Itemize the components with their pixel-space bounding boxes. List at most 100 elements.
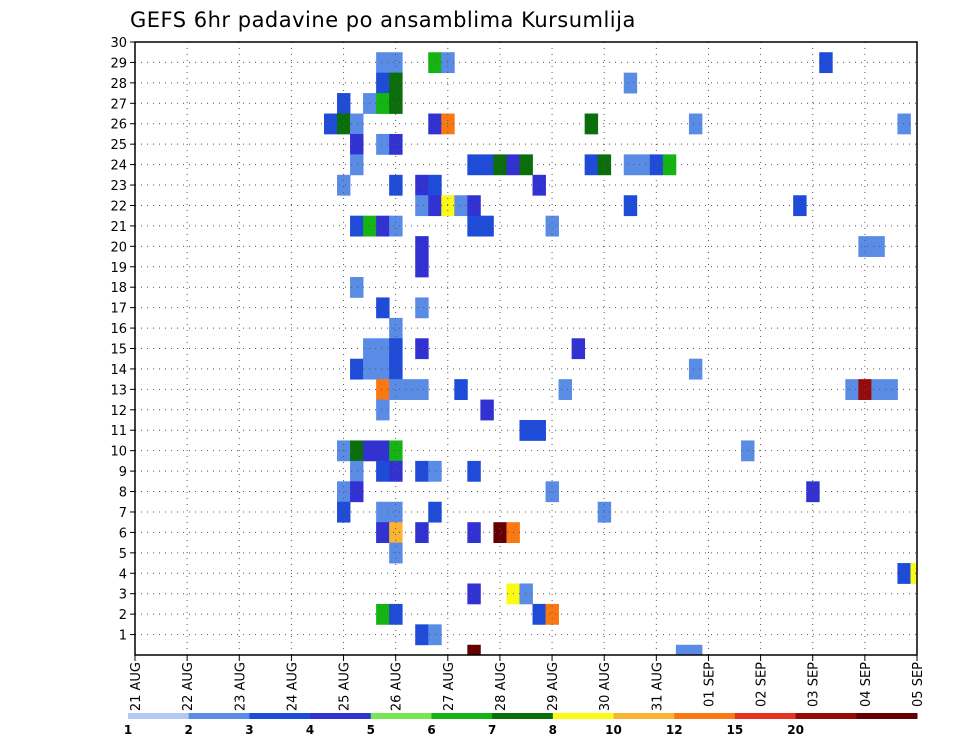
y-tick-label: 26 xyxy=(110,118,127,133)
heatmap-cell xyxy=(428,501,442,523)
heatmap-cell xyxy=(519,583,533,605)
heatmap-cell xyxy=(571,338,586,360)
x-tick-label: 28 AUG xyxy=(494,662,509,711)
x-tick-label: 30 AUG xyxy=(598,662,613,711)
heatmap-cell xyxy=(545,481,559,503)
heatmap-cell xyxy=(532,603,546,625)
heatmap-cell xyxy=(389,93,403,114)
colorbar-label: 7 xyxy=(488,723,496,737)
colorbar-label: 15 xyxy=(727,723,744,737)
heatmap-cell xyxy=(376,501,390,523)
colorbar-swatch xyxy=(128,713,190,719)
colorbar-swatch xyxy=(795,713,857,719)
colorbar-swatch xyxy=(674,713,736,719)
x-tick-label: 27 AUG xyxy=(442,662,457,711)
heatmap-cell xyxy=(467,195,481,217)
y-tick-label: 3 xyxy=(119,588,127,603)
heatmap-cell xyxy=(415,460,429,482)
y-tick-label: 4 xyxy=(119,567,127,582)
y-tick-label: 29 xyxy=(110,56,127,71)
heatmap-cell xyxy=(493,154,507,176)
heatmap-cell xyxy=(428,113,442,135)
heatmap-cell xyxy=(806,481,820,503)
y-tick-label: 22 xyxy=(110,199,127,214)
x-tick-label: 31 AUG xyxy=(650,662,665,711)
colorbar-label: 8 xyxy=(549,723,557,737)
heatmap-cell xyxy=(376,297,390,319)
x-tick-label: 25 AUG xyxy=(338,662,353,711)
heatmap-cell xyxy=(480,154,494,176)
heatmap-cell xyxy=(389,215,403,237)
heatmap-cell xyxy=(558,379,573,400)
heatmap-cell xyxy=(376,522,390,544)
heatmap-cell xyxy=(350,215,364,237)
y-tick-label: 5 xyxy=(119,547,127,562)
heatmap-cell xyxy=(545,603,559,625)
heatmap-cell xyxy=(376,215,390,237)
colorbar-label: 3 xyxy=(245,723,253,737)
heatmap-cell xyxy=(871,236,885,257)
heatmap-cell xyxy=(688,358,703,380)
y-tick-label: 30 xyxy=(110,36,127,51)
heatmap-cell xyxy=(454,195,468,217)
heatmap-cell xyxy=(389,52,403,74)
heatmap-cell xyxy=(415,379,429,400)
y-tick-label: 6 xyxy=(119,526,127,541)
heatmap-cell xyxy=(910,563,917,584)
heatmap-cell xyxy=(467,583,481,605)
heatmap-cell xyxy=(415,195,429,217)
colorbar-label: 5 xyxy=(367,723,375,737)
heatmap-cell xyxy=(389,460,403,482)
heatmap-cell xyxy=(858,379,872,400)
heatmap-cell xyxy=(376,440,390,462)
y-tick-label: 12 xyxy=(110,404,127,419)
y-tick-label: 23 xyxy=(110,179,127,194)
heatmap-cell xyxy=(415,522,429,544)
y-axis: 1234567891011121314151617181920212223242… xyxy=(110,36,135,644)
colorbar-swatch xyxy=(188,713,250,719)
heatmap-cell xyxy=(415,624,429,646)
heatmap-cell xyxy=(350,358,364,380)
heatmap-cell xyxy=(376,52,390,74)
heatmap-cell xyxy=(519,154,533,176)
heatmap-cell xyxy=(337,174,351,196)
heatmap-cell xyxy=(389,542,403,564)
heatmap-cell xyxy=(597,501,612,523)
heatmap-cell xyxy=(897,563,911,584)
heatmap-cell xyxy=(337,501,351,523)
heatmap-cell xyxy=(467,215,481,237)
heatmap-cell xyxy=(350,133,364,155)
heatmap-cell xyxy=(428,52,442,74)
heatmap-cell xyxy=(649,154,664,176)
heatmap-cell xyxy=(415,256,429,278)
colorbar-label: 20 xyxy=(787,723,804,737)
chart-title: GEFS 6hr padavine po ansamblima Kursumli… xyxy=(130,8,636,32)
heatmap-cell xyxy=(545,215,559,237)
heatmap-cell xyxy=(897,113,911,135)
heatmap-cell xyxy=(793,195,807,217)
heatmap-cell xyxy=(389,522,403,544)
y-tick-label: 9 xyxy=(119,465,127,480)
colorbar-swatch xyxy=(613,713,675,719)
heatmap-cell xyxy=(415,338,429,360)
y-tick-label: 10 xyxy=(110,445,127,460)
heatmap-cell xyxy=(454,379,468,400)
heatmap-cell xyxy=(532,420,546,441)
colorbar-label: 10 xyxy=(605,723,622,737)
heatmap-cell xyxy=(480,399,494,421)
x-tick-label: 05 SEP xyxy=(911,662,926,707)
heatmap-cell xyxy=(376,460,390,482)
heatmap-cell xyxy=(350,154,364,176)
y-tick-label: 24 xyxy=(110,159,127,174)
heatmap-cell xyxy=(337,113,351,135)
heatmap-cell xyxy=(415,236,429,257)
y-tick-label: 25 xyxy=(110,138,127,153)
heatmap-cell xyxy=(323,113,338,135)
heatmap-cell xyxy=(532,174,546,196)
x-tick-label: 01 SEP xyxy=(703,662,718,707)
heatmap-cell xyxy=(350,460,364,482)
heatmap-cell xyxy=(623,72,638,94)
heatmap-cell xyxy=(845,379,859,400)
y-tick-label: 8 xyxy=(119,486,127,501)
colorbar-swatch xyxy=(431,713,493,719)
